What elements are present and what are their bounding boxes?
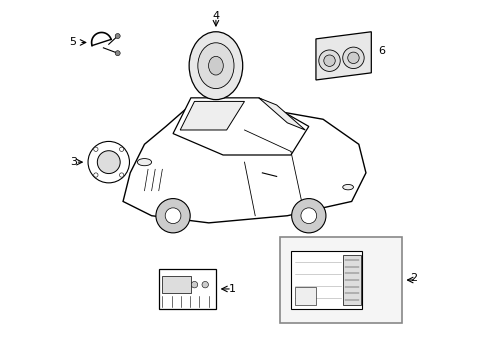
Bar bbox=[290, 251, 362, 309]
Circle shape bbox=[318, 50, 340, 71]
Text: 4: 4 bbox=[212, 11, 219, 21]
Circle shape bbox=[119, 173, 123, 177]
Text: 2: 2 bbox=[410, 273, 417, 283]
Circle shape bbox=[300, 208, 316, 224]
Polygon shape bbox=[315, 32, 370, 80]
Ellipse shape bbox=[208, 57, 223, 75]
Circle shape bbox=[202, 282, 208, 288]
Ellipse shape bbox=[342, 184, 353, 190]
Circle shape bbox=[342, 47, 364, 68]
Bar bbox=[294, 287, 315, 305]
Bar bbox=[342, 255, 360, 305]
Circle shape bbox=[115, 51, 120, 56]
Polygon shape bbox=[123, 102, 365, 223]
Polygon shape bbox=[180, 102, 244, 130]
Text: 3: 3 bbox=[70, 157, 77, 167]
Text: 1: 1 bbox=[228, 284, 235, 294]
Circle shape bbox=[156, 199, 190, 233]
Ellipse shape bbox=[137, 158, 151, 166]
Text: 6: 6 bbox=[378, 46, 385, 57]
Polygon shape bbox=[173, 98, 308, 155]
Text: 5: 5 bbox=[69, 37, 76, 48]
Circle shape bbox=[94, 173, 98, 177]
Circle shape bbox=[191, 282, 197, 288]
Circle shape bbox=[323, 55, 335, 66]
Bar bbox=[162, 276, 190, 293]
Circle shape bbox=[347, 52, 358, 64]
Circle shape bbox=[291, 199, 325, 233]
Ellipse shape bbox=[198, 43, 234, 89]
Circle shape bbox=[119, 147, 123, 152]
Bar bbox=[159, 269, 216, 309]
Circle shape bbox=[97, 151, 120, 174]
Circle shape bbox=[94, 147, 98, 152]
Circle shape bbox=[115, 33, 120, 39]
Circle shape bbox=[165, 208, 181, 224]
Bar bbox=[280, 237, 401, 323]
Ellipse shape bbox=[189, 32, 242, 100]
Polygon shape bbox=[258, 98, 305, 130]
